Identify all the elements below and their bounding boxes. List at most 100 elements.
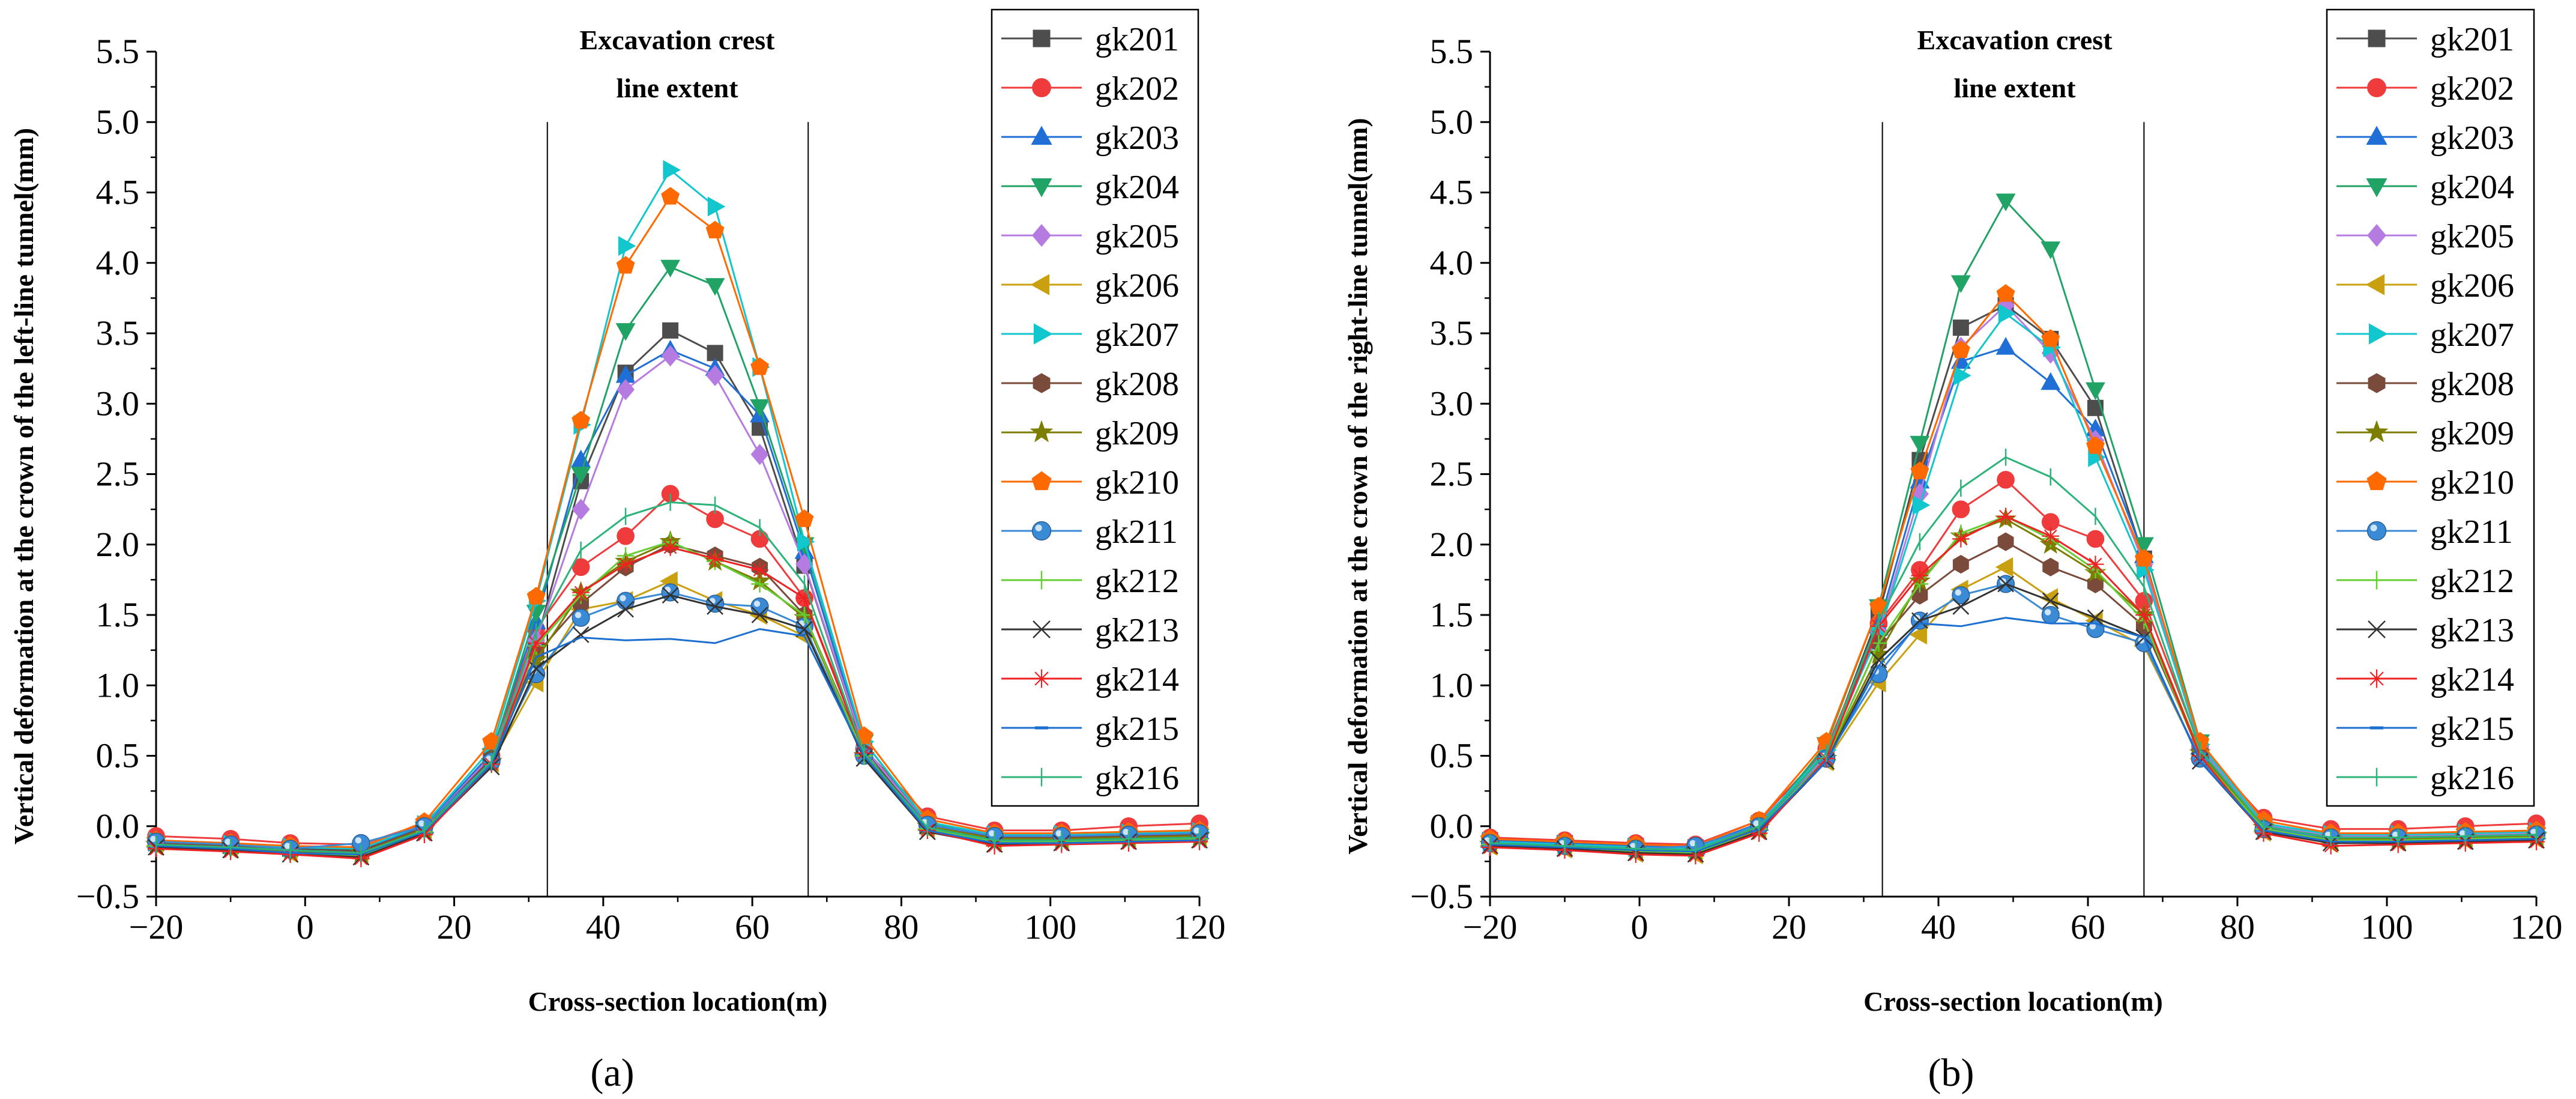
legend-marker-shape [2366, 471, 2387, 491]
legend-marker-shape [1031, 126, 1052, 145]
data-point-gk210 [616, 256, 635, 274]
data-point-gk210 [750, 357, 769, 375]
legend-item-gk216: gk216 [1001, 760, 1179, 797]
legend-label: gk215 [2430, 710, 2514, 748]
data-point-gk210 [2134, 548, 2153, 567]
data-point-gk211-shape [1869, 665, 1888, 683]
data-point-gk204 [2041, 241, 2061, 259]
data-point-gk211 [661, 583, 680, 602]
legend-marker-shape [2365, 274, 2385, 295]
data-point-gk210 [572, 411, 591, 429]
x-tick-label: 100 [2361, 907, 2413, 946]
data-point-gk205-shape [706, 365, 725, 387]
legend-marker-shape [1031, 224, 1052, 247]
legend-marker-d2 [1033, 620, 1051, 638]
data-point-gk205-shape [572, 498, 590, 520]
legend-label: gk202 [2430, 70, 2514, 107]
legend-item-gk213: gk213 [2336, 612, 2514, 649]
data-point-gk210 [1951, 340, 1970, 359]
data-point-gk210 [1910, 461, 1929, 479]
data-point-gk210-shape [795, 509, 814, 527]
data-point-gk211 [572, 608, 590, 627]
data-point-gk210-shape [661, 187, 680, 205]
legend-marker-shape [1031, 521, 1052, 541]
y-tick-label: 3.5 [1430, 313, 1474, 353]
legend-marker [2368, 29, 2386, 47]
y-tick-label: 1.5 [1430, 595, 1474, 634]
legend-marker [1031, 471, 1052, 491]
legend-marker-shape [2366, 126, 2387, 145]
legend-item-gk206: gk206 [2336, 267, 2514, 304]
data-point-gk211 [750, 597, 769, 616]
legend-label: gk213 [2430, 612, 2514, 649]
data-point-gk213-d2 [1997, 575, 2014, 593]
legend-item-gk212: gk212 [2336, 563, 2514, 600]
legend-label: gk209 [1095, 415, 1179, 452]
data-point-gk204-shape [2041, 241, 2061, 259]
legend-item-gk211: gk211 [1001, 513, 1178, 551]
data-point-gk214-ray [1999, 509, 2012, 523]
data-point-gk211-highlight [2392, 831, 2399, 838]
legend-marker-shape [2366, 224, 2387, 247]
data-point-gk204-shape [660, 259, 681, 278]
legend-marker-shape [2367, 78, 2386, 97]
legend-marker [2366, 224, 2387, 247]
data-point-gk209-shape [1868, 643, 1890, 664]
legend-marker-shape [1033, 29, 1051, 47]
data-point-gk207 [1998, 303, 2016, 324]
data-point-gk202-shape [617, 527, 635, 545]
data-point-gk211 [706, 595, 725, 613]
data-point-gk213-d2 [528, 660, 545, 677]
data-point-gk207-shape [797, 531, 815, 552]
data-point-gk208-shape [1952, 555, 1969, 574]
data-point-gk211-highlight [150, 835, 157, 843]
legend-marker-highlight [1035, 524, 1042, 531]
y-tick-label: 3.0 [96, 384, 140, 423]
x-tick-label: −20 [1463, 907, 1518, 946]
data-point-gk204 [1950, 275, 1971, 293]
legend-item-gk211: gk211 [2336, 513, 2513, 551]
data-point-gk211 [1952, 586, 1970, 605]
panel-b: −20 0 20 40 60 80 100 120 −0.5 0.0 0.5 1.0 1.5 2.0 2.5… [1342, 8, 2563, 1095]
legend-label: gk201 [1095, 21, 1179, 58]
legend-label: gk214 [1095, 661, 1179, 698]
legend-marker-shape [2368, 323, 2388, 345]
data-point-gk214-ray [2089, 557, 2102, 571]
legend-label: gk207 [1095, 316, 1179, 354]
series-gk216 [1489, 449, 2538, 859]
data-point-gk204 [750, 399, 770, 417]
data-point-gk204 [2085, 382, 2105, 401]
data-point-gk207-shape [1998, 303, 2016, 324]
y-tick-label: 5.5 [1430, 32, 1474, 71]
data-point-gk213 [2042, 592, 2059, 610]
y-axis-label: Vertical deformation at the crown of the… [1342, 118, 1373, 854]
legend-marker [2365, 420, 2389, 443]
x-tick-label: 60 [2071, 907, 2105, 946]
legend-item-gk215: gk215 [2336, 710, 2514, 748]
data-point-gk214 [2042, 527, 2060, 545]
data-point-gk210 [661, 187, 680, 205]
legend-label: gk206 [1095, 267, 1179, 304]
y-tick-label: 1.0 [1430, 665, 1474, 704]
data-point-gk210-shape [572, 411, 591, 429]
legend-marker-shape [2368, 373, 2386, 393]
data-point-gk207-shape [618, 236, 636, 256]
y-tick-label: 3.5 [96, 313, 140, 353]
legend-marker-ray [1034, 671, 1049, 686]
data-point-gk211-highlight [753, 601, 761, 607]
data-point-gk201 [1952, 319, 1969, 336]
data-point-gk213 [1997, 575, 2014, 593]
data-point-gk207 [1953, 365, 1971, 386]
data-point-gk204 [1995, 193, 2016, 211]
data-point-gk204 [660, 259, 681, 278]
legend-item-gk210: gk210 [2336, 464, 2514, 501]
legend-item-gk213: gk213 [1001, 612, 1179, 649]
y-tick-label: 0.5 [1430, 736, 1474, 775]
data-point-gk214-ray [753, 563, 767, 577]
legend-label: gk203 [1095, 120, 1179, 157]
data-point-gk211-highlight [284, 843, 291, 849]
data-point-gk206-shape [1909, 625, 1928, 645]
data-point-gk213 [796, 620, 813, 638]
data-point-gk211-highlight [988, 830, 995, 837]
x-tick-label: 0 [297, 907, 314, 946]
